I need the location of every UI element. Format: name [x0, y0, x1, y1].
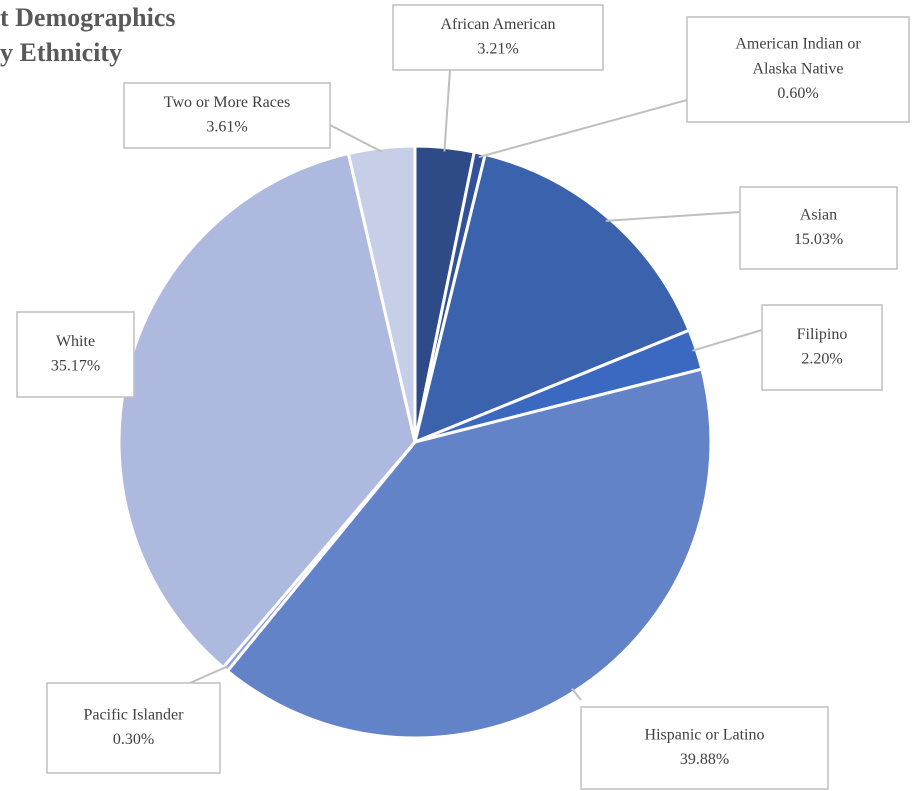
leader-line [692, 329, 763, 352]
label-box [739, 186, 898, 270]
value-label: 39.88% [680, 751, 729, 768]
pie-slice [412, 152, 692, 445]
leader-line [443, 69, 451, 152]
leader-line [329, 124, 383, 153]
value-label: 3.21% [477, 41, 518, 58]
label-box [16, 311, 135, 398]
value-label: 2.20% [801, 351, 842, 368]
category-label: Asian [800, 206, 837, 223]
category-label: White [56, 333, 95, 350]
label-box [392, 4, 604, 71]
label-box [46, 682, 221, 774]
value-label: 3.61% [206, 119, 247, 136]
value-label: 35.17% [51, 358, 100, 375]
chart-subtitle: y Ethnicity [0, 38, 122, 67]
pie [117, 144, 713, 740]
leader-line [570, 687, 582, 701]
label-box [686, 16, 910, 123]
category-label: African American [440, 16, 555, 33]
label-box [761, 304, 883, 391]
value-label: 15.03% [794, 231, 843, 248]
label-box [580, 706, 829, 790]
value-label: 0.30% [113, 731, 154, 748]
chart-title: t Demographics [0, 3, 175, 32]
category-label: Hispanic or Latino [645, 726, 765, 743]
category-label: Filipino [797, 326, 848, 343]
leader-line [605, 211, 741, 222]
pie-slice [346, 144, 417, 443]
category-label: Two or More Races [164, 94, 290, 111]
category-label: American Indian or Alaska Native [735, 35, 861, 77]
category-label: Pacific Islander [84, 706, 185, 723]
label-box [123, 82, 331, 149]
leader-line [189, 665, 229, 684]
value-label: 0.60% [777, 85, 818, 102]
leader-line [478, 99, 688, 159]
